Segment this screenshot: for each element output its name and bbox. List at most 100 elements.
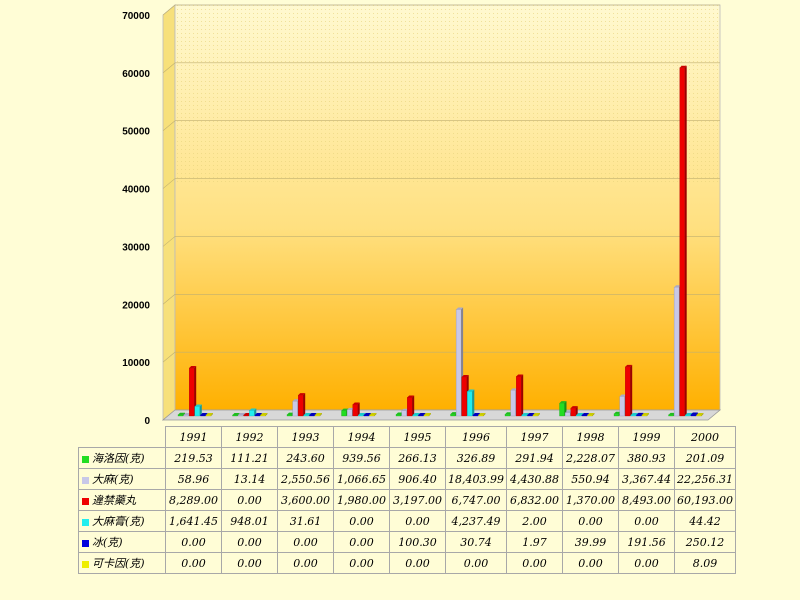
bar xyxy=(314,413,322,417)
data-label: 2.00 xyxy=(505,510,563,532)
x-tick-label: 1995 xyxy=(389,426,446,448)
data-label: 0.00 xyxy=(617,552,675,574)
data-label: 219.53 xyxy=(165,447,222,469)
legend-swatch xyxy=(82,497,89,505)
gridline-side xyxy=(162,4,176,16)
bar xyxy=(249,408,257,417)
data-label: 243.60 xyxy=(277,447,334,469)
table-row: 海洛因(克) 219.53 111.21 243.60 939.56 266.13 326.… xyxy=(78,447,736,469)
bar xyxy=(521,413,529,417)
data-label: 100.30 xyxy=(389,531,446,553)
data-label: 22,256.31 xyxy=(673,468,736,490)
data-label: 60,193.00 xyxy=(673,489,736,511)
bar xyxy=(472,413,480,417)
table-row: 大麻膏(克) 1,641.45 948.01 31.61 0.00 0.00 4,237.4… xyxy=(78,510,736,532)
series-name: 海洛因(克) xyxy=(92,452,145,465)
bar xyxy=(177,412,185,417)
data-label: 44.42 xyxy=(673,510,736,532)
table-row: 冰(克) 0.00 0.00 0.00 0.00 100.30 30.74 1.97 39.99… xyxy=(78,531,736,553)
data-label: 8,289.00 xyxy=(165,489,222,511)
legend-swatch xyxy=(82,476,89,484)
y-tick-label: 20000 xyxy=(122,300,150,311)
data-label: 31.61 xyxy=(277,510,334,532)
data-label: 18,403.99 xyxy=(445,468,507,490)
y-tick-label: 0 xyxy=(144,416,150,427)
series-name: 可卡因(克) xyxy=(92,557,145,570)
data-label: 0.00 xyxy=(505,552,563,574)
series-name: 大麻(克) xyxy=(92,473,134,486)
y-tick-label: 40000 xyxy=(122,185,150,196)
x-tick-label: 2000 xyxy=(673,426,736,448)
bar xyxy=(570,406,578,417)
data-label: 30.74 xyxy=(445,531,507,553)
legend-entry: 大麻(克) xyxy=(78,468,166,490)
data-label: 0.00 xyxy=(277,531,334,553)
gridline-side xyxy=(162,178,176,189)
bar xyxy=(696,413,704,417)
data-label: 13.14 xyxy=(221,468,278,490)
gridline-side xyxy=(162,294,176,305)
data-label: 250.12 xyxy=(673,531,736,553)
data-label: 939.56 xyxy=(333,447,390,469)
bar xyxy=(679,65,687,417)
data-table: 1991 1992 1993 1994 1995 1996 1997 1998 1999 2000… xyxy=(78,426,736,574)
gridline-side xyxy=(162,236,176,247)
back-wall-texture xyxy=(175,5,720,185)
data-label: 0.00 xyxy=(389,510,446,532)
gridline-side xyxy=(162,62,176,74)
data-label: 326.89 xyxy=(445,447,507,469)
y-tick-label: 30000 xyxy=(122,242,150,253)
data-label: 0.00 xyxy=(333,552,390,574)
data-label: 39.99 xyxy=(561,531,619,553)
gridline-side xyxy=(162,120,176,131)
bar xyxy=(369,413,377,417)
data-label: 0.00 xyxy=(165,531,222,553)
data-label: 0.00 xyxy=(221,489,278,511)
data-label: 0.00 xyxy=(561,552,619,574)
table-row: 違禁藥丸 8,289.00 0.00 3,600.00 1,980.00 3,197.00… xyxy=(78,489,736,511)
x-tick-label: 1991 xyxy=(165,426,222,448)
data-label: 8,493.00 xyxy=(617,489,675,511)
left-wall xyxy=(162,4,176,421)
bar xyxy=(189,366,197,417)
legend-entry: 冰(克) xyxy=(78,531,166,553)
data-label: 1,066.65 xyxy=(333,468,390,490)
data-label: 58.96 xyxy=(165,468,222,490)
data-label: 2,550.56 xyxy=(277,468,334,490)
data-label: 3,197.00 xyxy=(389,489,446,511)
bar xyxy=(407,395,415,417)
x-tick-label: 1999 xyxy=(617,426,675,448)
legend-swatch xyxy=(82,518,89,526)
data-label: 0.00 xyxy=(333,531,390,553)
data-label: 0.00 xyxy=(561,510,619,532)
bar xyxy=(641,413,649,417)
x-tick-label: 1996 xyxy=(445,426,507,448)
data-label: 3,367.44 xyxy=(617,468,675,490)
data-label: 1,641.45 xyxy=(165,510,222,532)
bar xyxy=(478,413,486,417)
bar xyxy=(352,402,360,417)
data-label: 8.09 xyxy=(673,552,736,574)
y-tick-label: 60000 xyxy=(122,69,150,80)
data-label: 6,747.00 xyxy=(445,489,507,511)
data-label: 0.00 xyxy=(617,510,675,532)
y-tick-label: 10000 xyxy=(122,358,150,369)
bar xyxy=(625,364,633,417)
data-label: 0.00 xyxy=(221,531,278,553)
data-label: 4,430.88 xyxy=(505,468,563,490)
y-axis: 0 10000 20000 30000 40000 50000 60000 70000 xyxy=(122,11,150,427)
data-label: 111.21 xyxy=(221,447,278,469)
data-label: 3,600.00 xyxy=(277,489,334,511)
x-tick-label: 1992 xyxy=(221,426,278,448)
data-label: 6,832.00 xyxy=(505,489,563,511)
table-row: 大麻(克) 58.96 13.14 2,550.56 1,066.65 906.40 18,… xyxy=(78,468,736,490)
legend-swatch xyxy=(82,455,89,463)
legend-entry: 違禁藥丸 xyxy=(78,489,166,511)
legend-entry: 大麻膏(克) xyxy=(78,510,166,532)
data-label: 266.13 xyxy=(389,447,446,469)
data-label: 191.56 xyxy=(617,531,675,553)
legend-entry: 可卡因(克) xyxy=(78,552,166,574)
bar xyxy=(516,374,524,417)
data-label: 1.97 xyxy=(505,531,563,553)
